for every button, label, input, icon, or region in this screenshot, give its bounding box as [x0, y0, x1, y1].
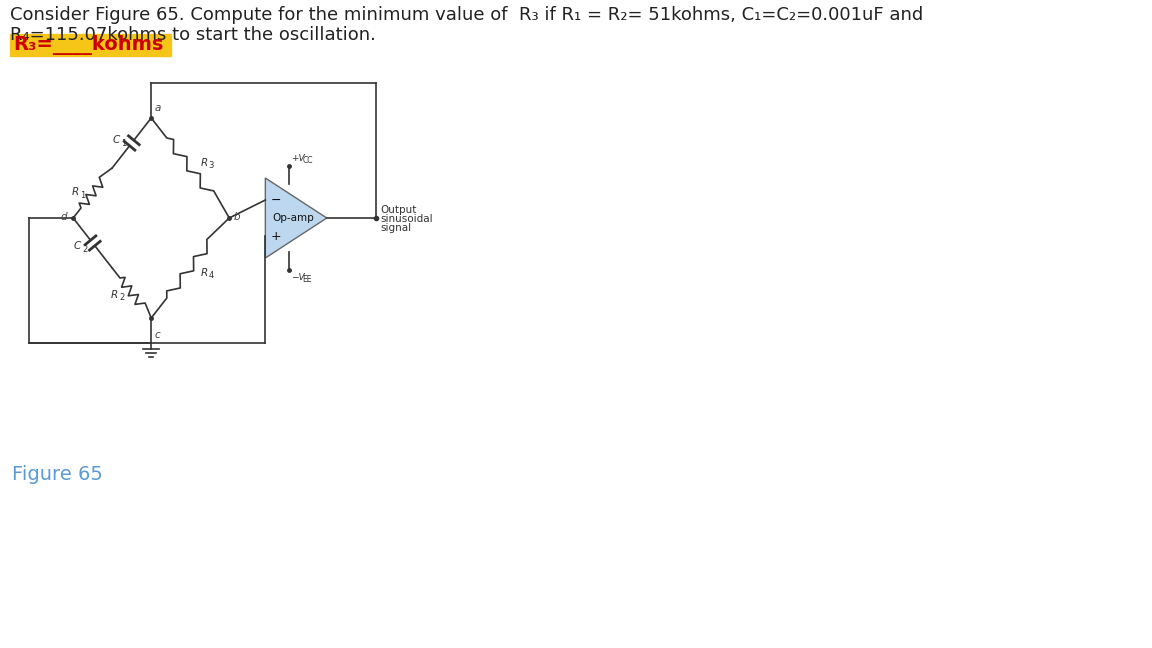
Text: EE: EE	[302, 275, 312, 284]
Text: R: R	[71, 187, 78, 197]
Text: −: −	[271, 194, 281, 207]
Text: −V: −V	[290, 273, 304, 282]
Text: 2: 2	[119, 294, 124, 303]
Text: 3: 3	[209, 161, 214, 170]
Text: R: R	[200, 268, 207, 278]
Text: 2: 2	[82, 244, 88, 253]
Text: R₄=115.07kohms to start the oscillation.: R₄=115.07kohms to start the oscillation.	[9, 26, 376, 44]
Text: 1: 1	[121, 139, 127, 148]
Text: sinusoidal: sinusoidal	[380, 214, 433, 224]
Text: d: d	[61, 212, 67, 222]
Text: R₃=____kohms: R₃=____kohms	[14, 35, 164, 55]
Text: CC: CC	[302, 156, 313, 165]
Text: R: R	[200, 158, 207, 168]
Text: 1: 1	[79, 191, 85, 200]
Text: b: b	[233, 212, 240, 222]
FancyBboxPatch shape	[9, 34, 170, 56]
Text: a: a	[154, 103, 160, 113]
Text: C: C	[74, 241, 81, 251]
Text: C: C	[113, 135, 120, 145]
Text: Output: Output	[380, 205, 417, 215]
Polygon shape	[265, 178, 327, 258]
Text: signal: signal	[380, 223, 411, 233]
Text: Figure 65: Figure 65	[12, 465, 103, 484]
Text: +: +	[271, 229, 281, 242]
Text: Op-amp: Op-amp	[272, 213, 314, 223]
Text: Consider Figure 65. Compute for the minimum value of  R₃ if R₁ = R₂= 51kohms, C₁: Consider Figure 65. Compute for the mini…	[9, 6, 923, 24]
Text: +V: +V	[290, 154, 304, 163]
Text: R: R	[111, 290, 118, 300]
Text: c: c	[154, 330, 160, 340]
Text: 4: 4	[209, 272, 214, 281]
